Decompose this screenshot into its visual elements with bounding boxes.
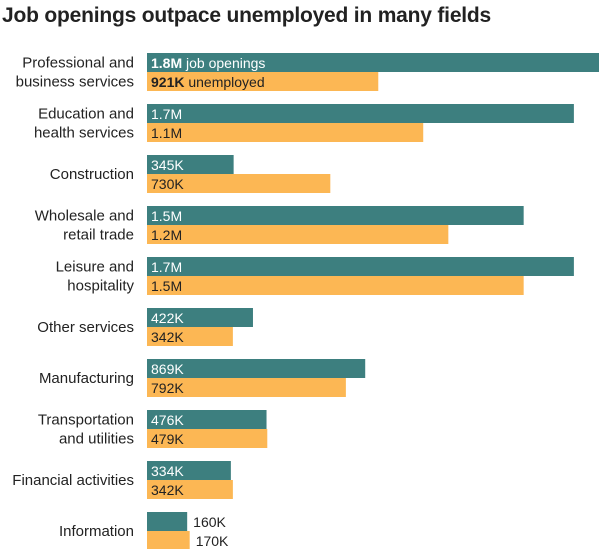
category-label: Construction <box>50 166 134 183</box>
data-label: 1.8M job openings <box>151 55 265 71</box>
bar-unemployed <box>147 327 233 346</box>
data-label: 345K <box>151 157 184 173</box>
data-label: 342K <box>151 329 184 345</box>
category-label: Leisure and hospitality <box>56 259 135 295</box>
category-label: Professional and business services <box>16 55 134 91</box>
chart-title: Job openings outpace unemployed in many … <box>2 4 492 27</box>
data-label: 869K <box>151 361 184 377</box>
legend-label: job openings <box>182 55 265 71</box>
data-label: 1.2M <box>151 227 182 243</box>
bar-unemployed <box>147 531 190 549</box>
data-label: 1.7M <box>151 259 182 275</box>
category-label: Education and health services <box>34 106 134 142</box>
category-label: Financial activities <box>12 472 134 489</box>
bar-openings <box>147 104 574 123</box>
bar-unemployed <box>147 429 268 448</box>
bar-unemployed <box>147 276 524 295</box>
bar-openings <box>147 308 253 327</box>
category-label: Transportation and utilities <box>38 412 134 448</box>
data-label: 1.5M <box>151 208 182 224</box>
data-label: 792K <box>151 380 184 396</box>
bar-openings <box>147 53 599 72</box>
data-label: 921K unemployed <box>151 74 265 90</box>
data-label: 479K <box>151 431 184 447</box>
data-label: 422K <box>151 310 184 326</box>
category-label: Wholesale and retail trade <box>35 208 134 244</box>
bar-unemployed <box>147 225 449 244</box>
data-label: 1.7M <box>151 106 182 122</box>
bar-openings <box>147 359 366 378</box>
category-label: Information <box>59 523 134 540</box>
bar-unemployed <box>147 378 346 397</box>
bar-openings <box>147 410 267 429</box>
data-label: 334K <box>151 463 184 479</box>
data-label: 170K <box>196 533 229 549</box>
data-label: 1.5M <box>151 278 182 294</box>
data-label: 1.1M <box>151 125 182 141</box>
data-label: 342K <box>151 482 184 498</box>
data-label: 476K <box>151 412 184 428</box>
bar-openings <box>147 461 231 480</box>
legend-label: unemployed <box>184 74 264 90</box>
category-label: Other services <box>37 319 134 336</box>
bar-openings <box>147 206 524 225</box>
data-label: 730K <box>151 176 184 192</box>
bar-openings <box>147 257 574 276</box>
bar-unemployed <box>147 72 379 91</box>
bar-openings <box>147 512 188 531</box>
bar-unemployed <box>147 174 331 193</box>
bar-unemployed <box>147 123 424 142</box>
data-label: 160K <box>193 514 226 530</box>
category-label: Manufacturing <box>39 370 134 387</box>
bar-unemployed <box>147 480 233 499</box>
bar-openings <box>147 155 234 174</box>
